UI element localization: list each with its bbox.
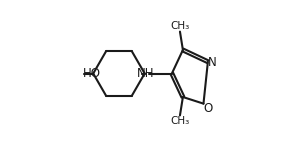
Text: NH: NH <box>137 67 154 80</box>
Text: N: N <box>208 56 217 69</box>
Text: O: O <box>203 102 212 115</box>
Text: HO: HO <box>83 67 101 80</box>
Text: CH₃: CH₃ <box>170 21 190 31</box>
Text: CH₃: CH₃ <box>170 116 190 126</box>
